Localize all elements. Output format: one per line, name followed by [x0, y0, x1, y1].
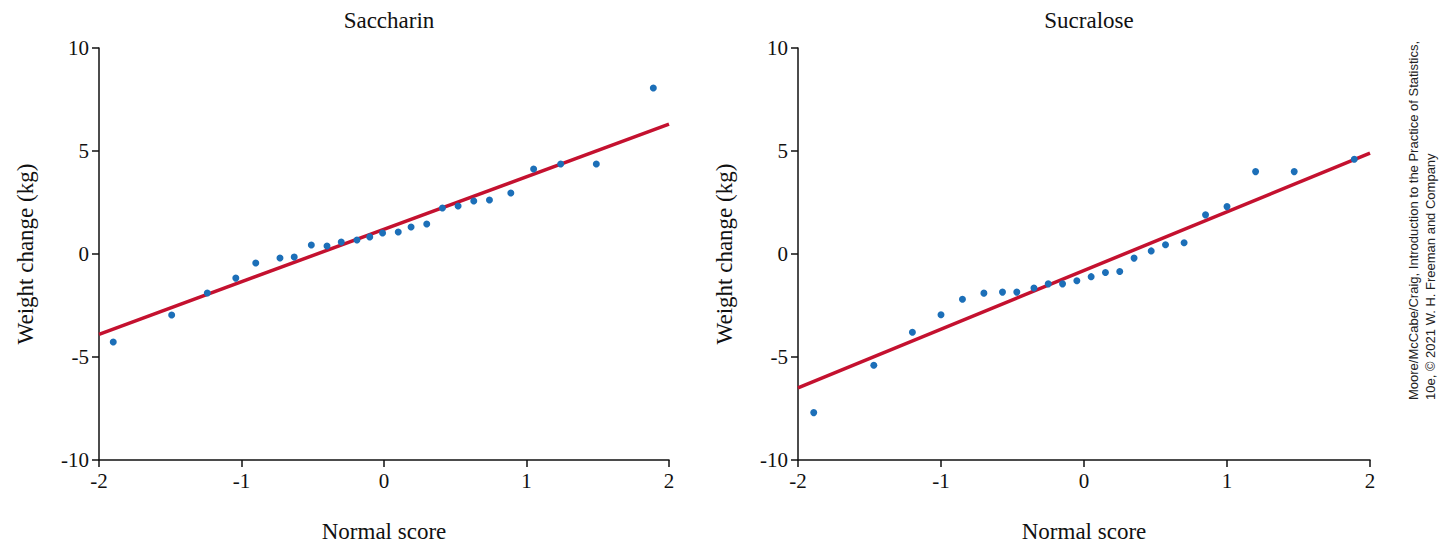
- svg-text:Normal score: Normal score: [1022, 519, 1147, 544]
- svg-text:Weight change (kg): Weight change (kg): [712, 164, 737, 345]
- svg-text:-5: -5: [72, 345, 90, 369]
- svg-text:10: 10: [68, 36, 89, 60]
- svg-text:2: 2: [664, 469, 675, 493]
- svg-text:-1: -1: [233, 469, 251, 493]
- svg-text:Sucralose: Sucralose: [1044, 8, 1133, 33]
- svg-text:0: 0: [379, 469, 390, 493]
- svg-text:5: 5: [79, 139, 90, 163]
- svg-text:5: 5: [778, 139, 789, 163]
- svg-text:0: 0: [79, 242, 90, 266]
- svg-text:1: 1: [1222, 469, 1233, 493]
- svg-text:Saccharin: Saccharin: [344, 8, 435, 33]
- svg-text:Moore/McCabe/Craig, Introducti: Moore/McCabe/Craig, Introduction to the …: [1406, 41, 1421, 400]
- svg-text:1: 1: [521, 469, 532, 493]
- svg-text:Weight change (kg): Weight change (kg): [13, 164, 38, 345]
- svg-text:Normal score: Normal score: [322, 519, 447, 544]
- svg-text:-2: -2: [90, 469, 108, 493]
- svg-text:2: 2: [1365, 469, 1376, 493]
- svg-text:-10: -10: [61, 448, 89, 472]
- svg-text:-10: -10: [760, 448, 788, 472]
- svg-text:0: 0: [1079, 469, 1090, 493]
- svg-text:-2: -2: [789, 469, 807, 493]
- svg-text:0: 0: [778, 242, 789, 266]
- svg-text:10: 10: [767, 36, 788, 60]
- svg-text:-1: -1: [932, 469, 950, 493]
- svg-text:10e, © 2021 W. H. Freeman and: 10e, © 2021 W. H. Freeman and Company: [1423, 153, 1438, 400]
- svg-text:-5: -5: [771, 345, 789, 369]
